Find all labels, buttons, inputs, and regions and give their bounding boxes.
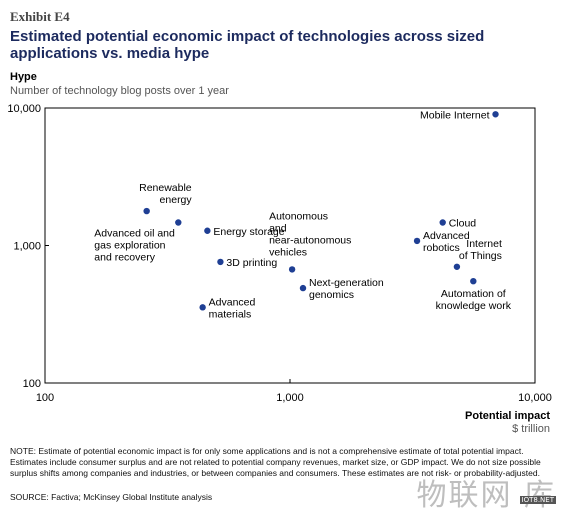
source-line: SOURCE: Factiva; McKinsey Global Institu… (10, 492, 213, 502)
y-tick-label: 100 (23, 378, 41, 390)
footnote: NOTE: Estimate of potential economic imp… (10, 446, 541, 478)
exhibit-label: Exhibit E4 (10, 9, 70, 24)
y-axis-title: Hype (10, 71, 37, 83)
data-point (470, 278, 477, 285)
point-label: Automation of knowledge work (436, 288, 512, 312)
y-tick-label: 10,000 (7, 103, 41, 115)
x-axis-subtitle: $ trillion (512, 423, 550, 435)
point-label: Advanced oil and gas exploration and recov… (94, 227, 175, 263)
watermark-site: IOT8.NET (519, 496, 556, 504)
data-point (288, 266, 296, 273)
point-label: Autonomous and near-autonomous vehicles (269, 210, 351, 258)
data-point (204, 227, 211, 234)
data-point (492, 111, 499, 118)
point-label: 3D printing (226, 257, 277, 269)
point-label: Next-generation genomics (309, 277, 384, 301)
chart-title: Estimated potential economic impact of t… (10, 28, 485, 62)
y-axis-subtitle: Number of technology blog posts over 1 y… (10, 85, 229, 97)
data-point (217, 258, 224, 266)
y-tick-label: 1,000 (13, 241, 41, 253)
data-point (299, 284, 307, 292)
point-label: Advanced materials (209, 296, 256, 320)
data-point (175, 219, 182, 226)
point-label: Energy storage (213, 226, 284, 238)
point-label: Advanced robotics (423, 230, 470, 254)
data-point (143, 207, 150, 215)
data-point (199, 304, 206, 311)
data-point (453, 263, 461, 270)
data-point (439, 219, 446, 226)
point-label: Internet of Things (459, 238, 502, 262)
point-label: Mobile Internet (420, 109, 490, 121)
x-tick-label: 10,000 (518, 392, 552, 404)
x-tick-label: 1,000 (276, 392, 304, 404)
point-label: Renewable energy (139, 182, 192, 206)
point-label: Cloud (449, 217, 477, 229)
x-axis-title: Potential impact (465, 410, 550, 422)
x-tick-label: 100 (36, 392, 54, 404)
watermark-logo: 物联网 库 (416, 478, 556, 513)
data-point (413, 237, 421, 245)
